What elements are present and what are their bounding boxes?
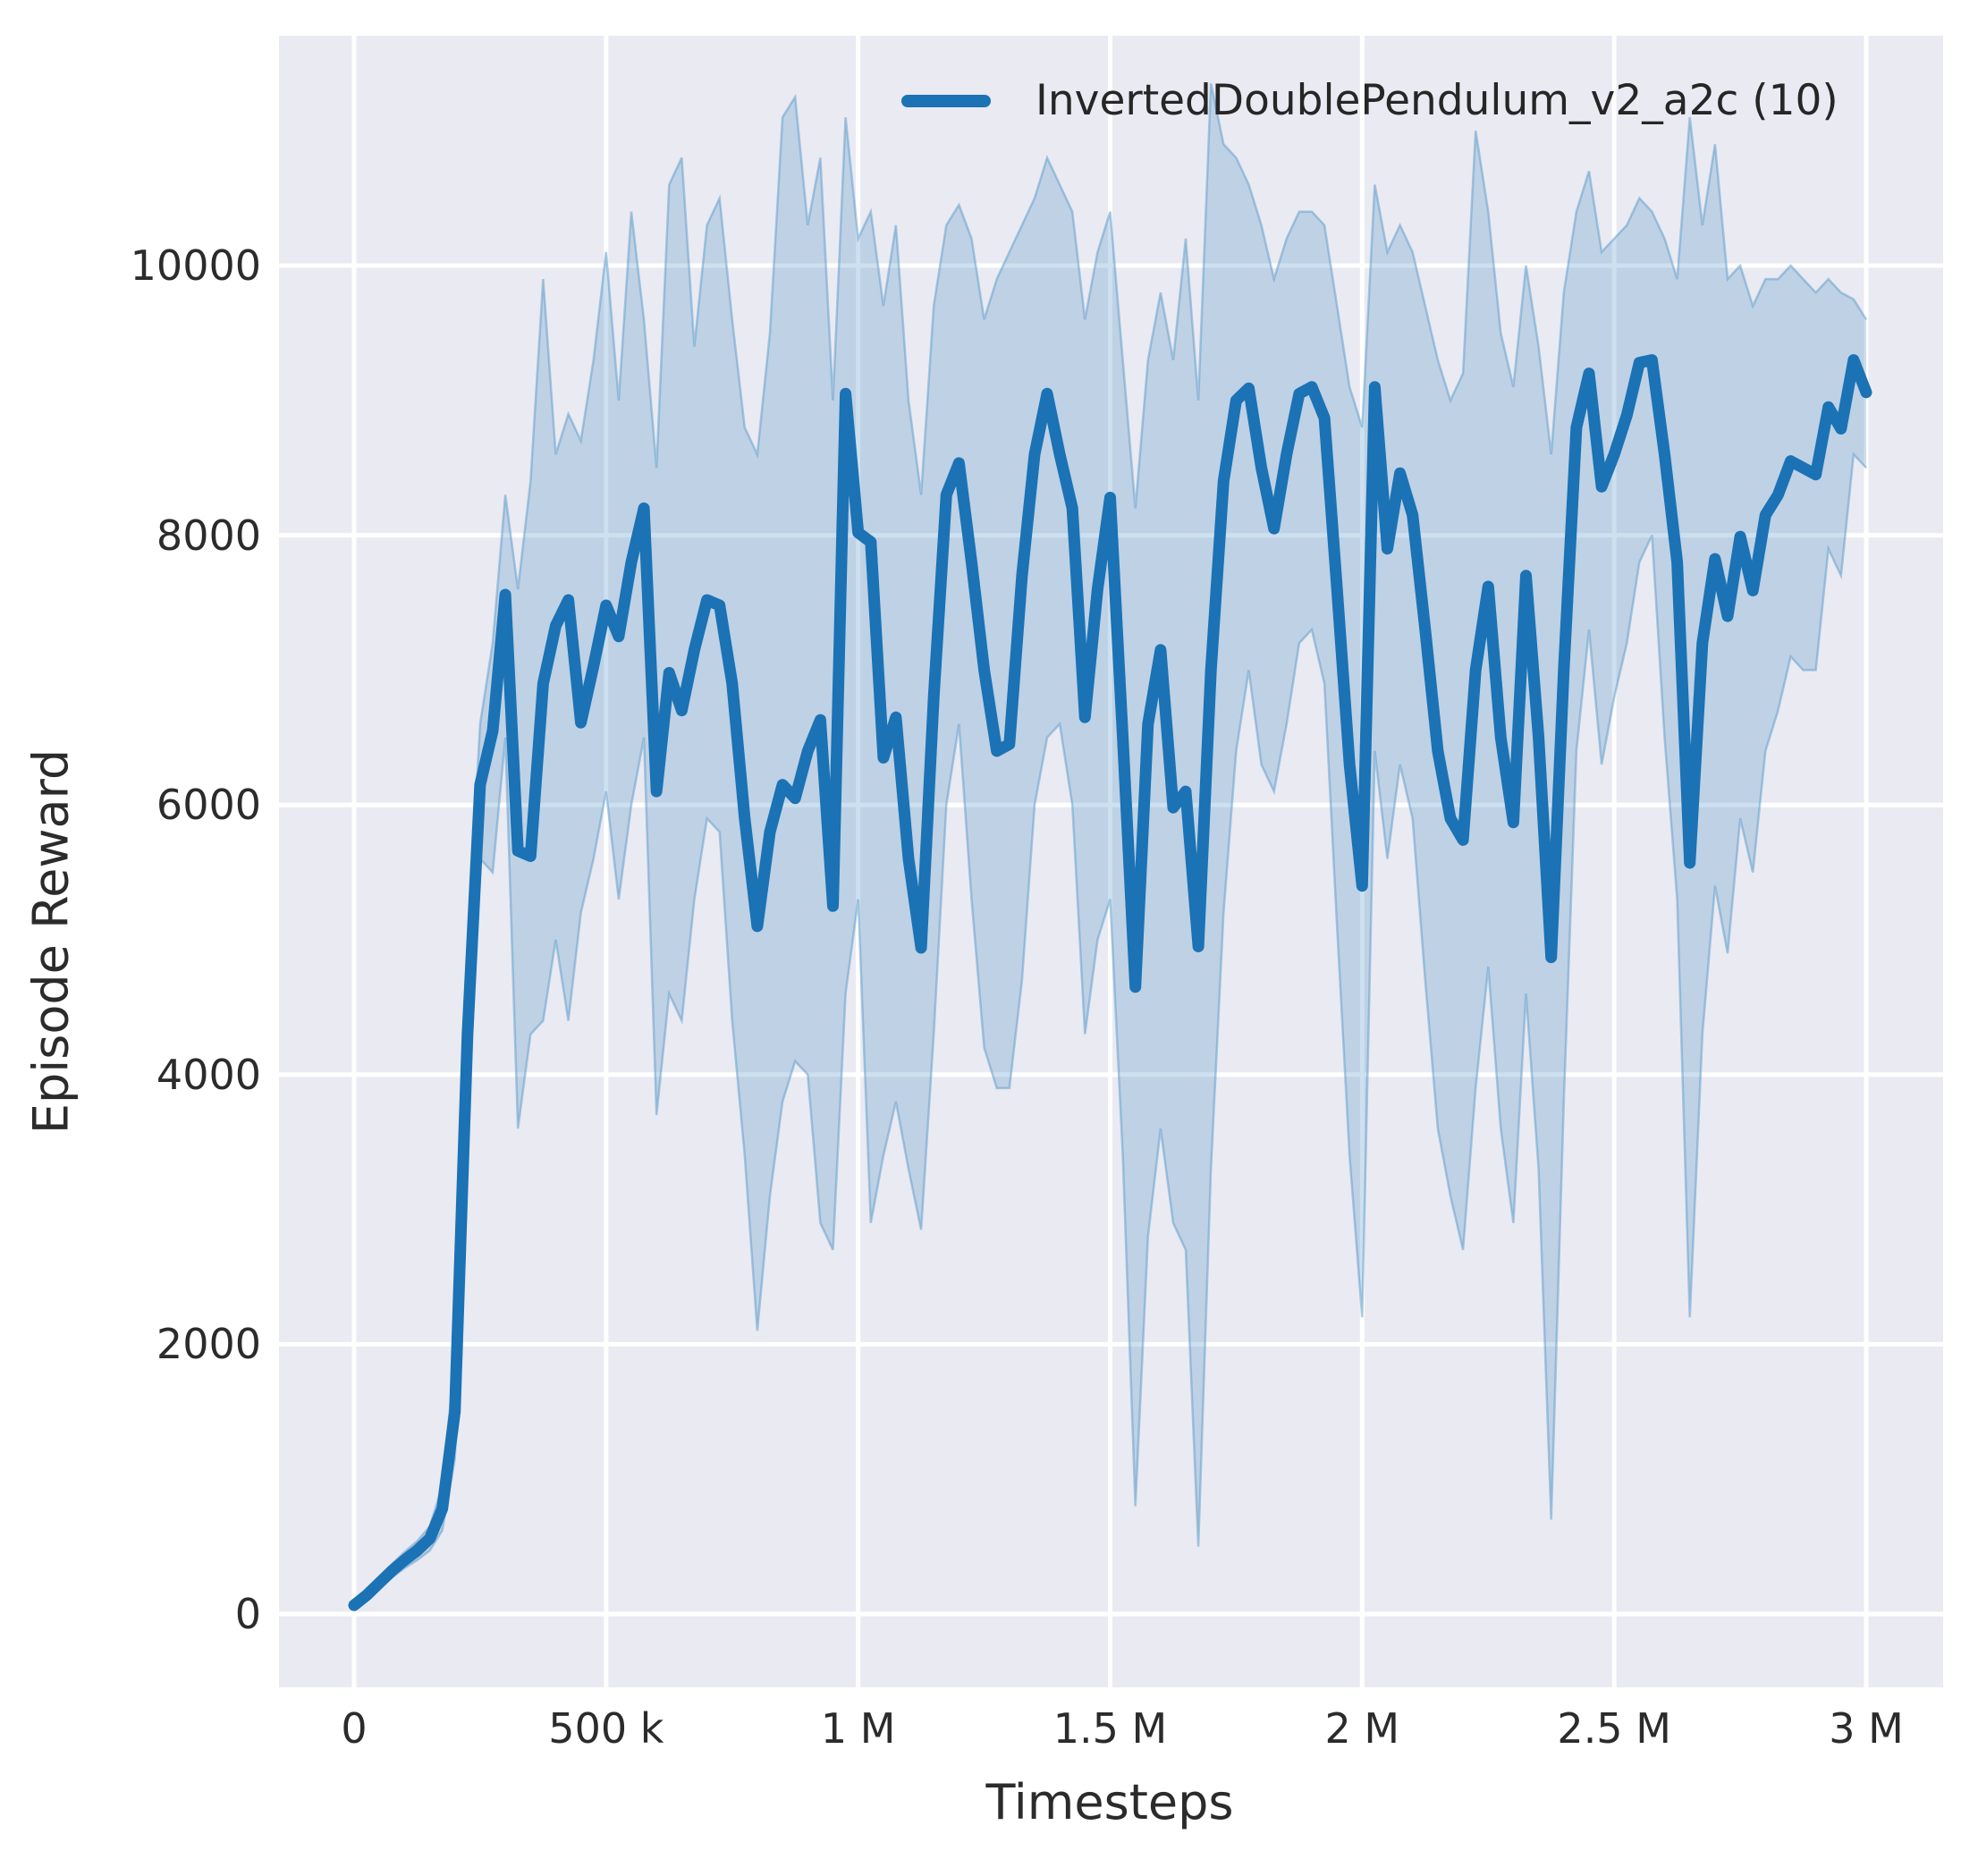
x-tick-label-1000000: 1 M <box>820 1704 896 1753</box>
y-tick-label-2000: 2000 <box>156 1320 261 1369</box>
legend-line-swatch <box>901 94 991 107</box>
x-tick-label-500000: 500 k <box>548 1704 664 1753</box>
confidence-band-lower-edge <box>353 452 1867 1610</box>
x-axis-label: Timesteps <box>985 1774 1234 1830</box>
legend: InvertedDoublePendulum_v2_a2c (10) <box>901 76 1839 125</box>
y-tick-label-0: 0 <box>234 1590 261 1638</box>
x-tick-label-3000000: 3 M <box>1829 1704 1904 1753</box>
y-tick-label-4000: 4000 <box>156 1050 261 1099</box>
y-tick-label-6000: 6000 <box>156 781 261 830</box>
mean-reward-line <box>348 354 1872 1611</box>
y-tick-label-8000: 8000 <box>156 511 261 560</box>
confidence-band <box>354 83 1866 1609</box>
x-tick-label-2500000: 2.5 M <box>1557 1704 1671 1753</box>
x-tick-label-1500000: 1.5 M <box>1052 1704 1168 1753</box>
x-tick-label-0: 0 <box>341 1704 368 1753</box>
x-tick-label-2000000: 2 M <box>1324 1704 1400 1753</box>
y-tick-label-10000: 10000 <box>130 241 261 290</box>
legend-label: InvertedDoublePendulum_v2_a2c (10) <box>1035 76 1839 125</box>
y-axis-label: Episode Reward <box>22 748 80 1135</box>
confidence-band-upper-edge <box>353 83 1868 1603</box>
